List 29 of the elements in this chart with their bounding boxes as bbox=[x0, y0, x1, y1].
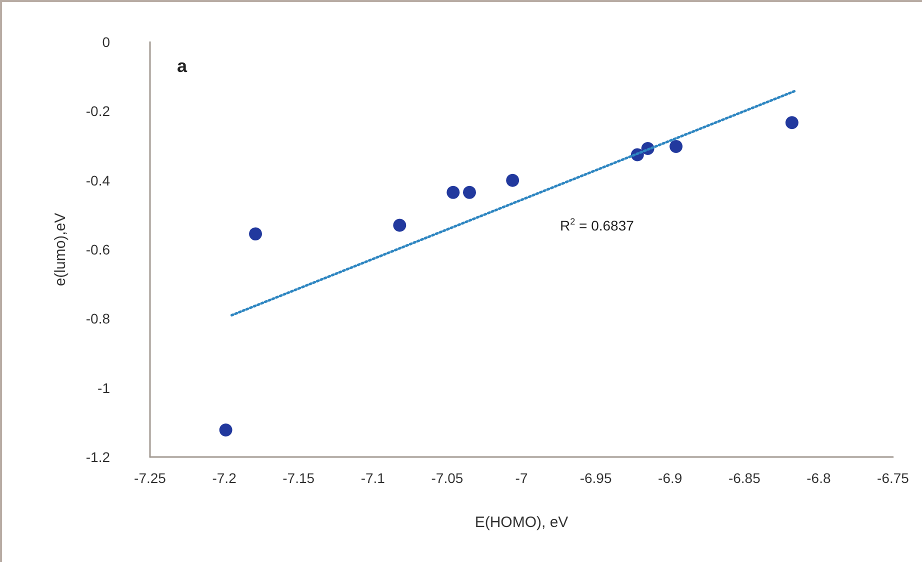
x-tick-label: -7.2 bbox=[212, 470, 237, 486]
point bbox=[219, 424, 232, 437]
y-tick-label: -1.2 bbox=[86, 449, 110, 465]
x-tick-label: -6.9 bbox=[658, 470, 682, 486]
x-axis-title: E(HOMO), eV bbox=[474, 514, 568, 531]
y-tick-label: 0 bbox=[102, 34, 110, 50]
y-tick-label: -1 bbox=[98, 380, 110, 396]
point bbox=[463, 186, 476, 199]
x-tick-label: -7 bbox=[515, 470, 528, 486]
point bbox=[785, 116, 798, 130]
x-tick-label: -7.1 bbox=[360, 470, 386, 486]
x-tick-label: -7.15 bbox=[282, 470, 315, 486]
x-tick-label: -7.25 bbox=[134, 470, 166, 486]
point bbox=[506, 174, 520, 187]
x-tick-label: -6.8 bbox=[806, 470, 831, 486]
x-tick-label: -7.05 bbox=[431, 470, 464, 486]
annotation: a bbox=[177, 56, 188, 76]
y-tick-label: -0.4 bbox=[86, 172, 110, 188]
y-tick-label: -0.2 bbox=[86, 103, 110, 120]
point bbox=[446, 186, 460, 199]
x-tick-label: -6.85 bbox=[728, 470, 761, 486]
point bbox=[393, 218, 406, 232]
point bbox=[670, 140, 683, 153]
point bbox=[249, 227, 262, 240]
y-axis-title: e(lumo),eV bbox=[52, 212, 69, 286]
x-tick-label: -6.95 bbox=[580, 470, 612, 486]
y-tick-label: -0.6 bbox=[86, 242, 110, 258]
x-tick-label: -6.75 bbox=[877, 470, 910, 486]
y-tick-label: -0.8 bbox=[86, 310, 110, 327]
